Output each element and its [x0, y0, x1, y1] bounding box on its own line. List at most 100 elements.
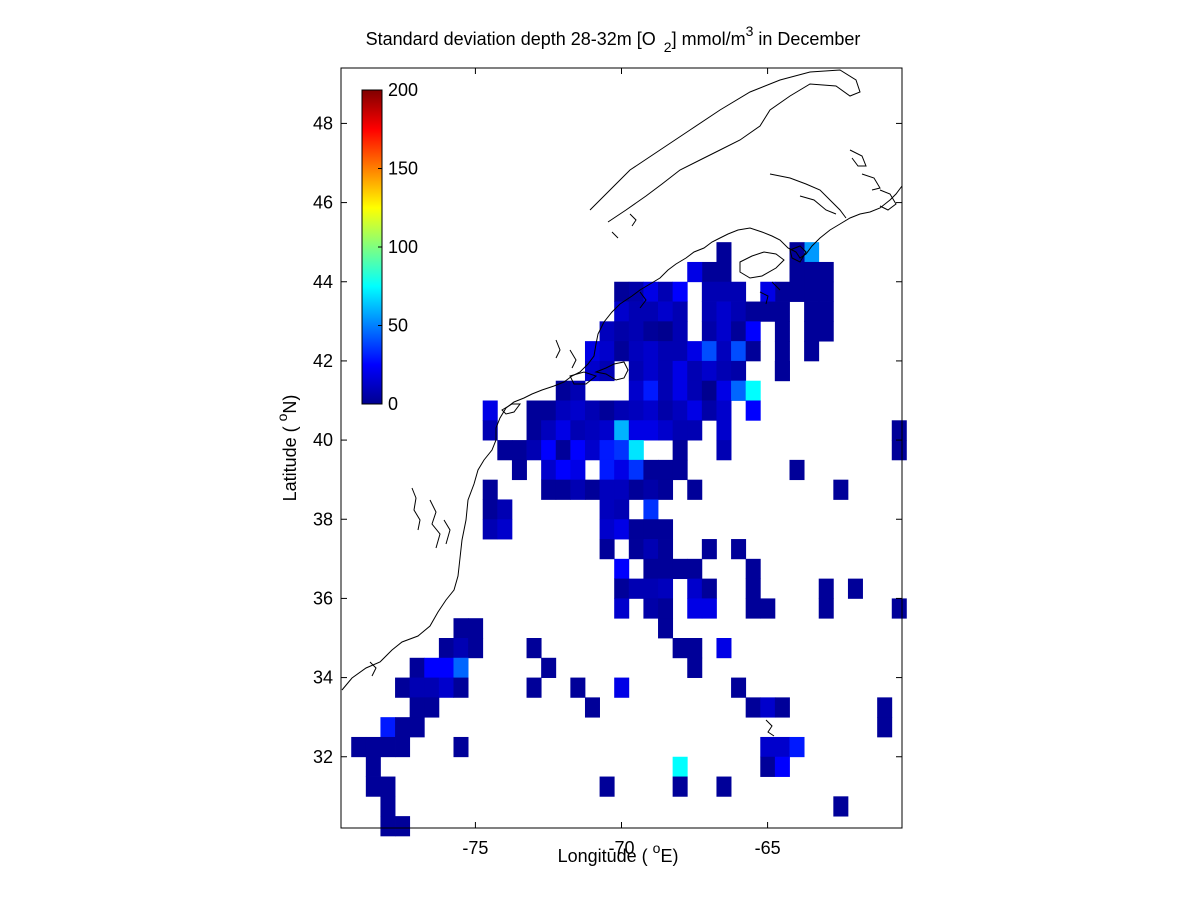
heatmap-cell [818, 281, 834, 302]
heatmap-cell [658, 360, 674, 382]
heatmap-cell [541, 459, 557, 481]
heatmap-cell [687, 261, 703, 283]
heatmap-cell [745, 558, 761, 580]
heatmap-cell [774, 281, 790, 302]
y-axis-ticks: 32 34 36 38 40 42 44 46 48 [313, 113, 902, 767]
heatmap-cell [409, 677, 425, 698]
heatmap-cell [628, 360, 644, 382]
heatmap-cell [643, 360, 659, 382]
heatmap-cell [628, 420, 644, 441]
heatmap-cell [643, 459, 659, 481]
heatmap-cell [745, 598, 761, 619]
heatmap-cell [672, 341, 688, 362]
heatmap-cell [716, 360, 732, 382]
heatmap-cell [614, 281, 630, 302]
heatmap-cell [599, 479, 615, 500]
heatmap-cell [687, 341, 703, 362]
heatmap-cell [658, 321, 674, 342]
heatmap-cell [789, 261, 805, 283]
heatmap-cell [804, 301, 820, 322]
heatmap-cell [599, 776, 615, 797]
heatmap-cell [731, 360, 747, 382]
heatmap-cell [731, 301, 747, 322]
heatmap-cell [789, 736, 805, 758]
heatmap-cell [643, 499, 659, 520]
heatmap-cell [774, 736, 790, 758]
heatmap-cell [497, 519, 513, 540]
heatmap-cell [482, 420, 498, 441]
heatmap-cell [570, 677, 586, 698]
heatmap-cell [701, 281, 717, 302]
heatmap-cell [614, 578, 630, 599]
heatmap-cell [570, 459, 586, 481]
y-tick-label: 34 [313, 668, 333, 688]
heatmap-cell [643, 598, 659, 619]
heatmap-cell [760, 697, 776, 718]
heatmap-cell [555, 479, 571, 500]
heatmap-cell [745, 578, 761, 599]
heatmap-cell [687, 380, 703, 401]
y-tick-label: 40 [313, 430, 333, 450]
chart-title: Standard deviation depth 28-32m [O 2] mmo… [366, 23, 861, 55]
heatmap-cell [672, 638, 688, 659]
heatmap-cell [687, 420, 703, 441]
heatmap-cell [555, 459, 571, 481]
heatmap-cell [482, 400, 498, 421]
heatmap-cell [716, 261, 732, 283]
heatmap-cell [526, 440, 542, 461]
heatmap-cell [774, 360, 790, 382]
heatmap-cell [877, 697, 893, 718]
y-tick-label: 44 [313, 272, 333, 292]
heatmap-cell [658, 519, 674, 540]
heatmap-cell [643, 519, 659, 540]
heatmap-cell [526, 420, 542, 441]
heatmap-cell [614, 301, 630, 322]
heatmap-cell [687, 400, 703, 421]
heatmap-cell [482, 519, 498, 540]
heatmap-cell [570, 440, 586, 461]
heatmap-cell [731, 380, 747, 401]
heatmap-cell [395, 736, 411, 758]
heatmap-cell [672, 321, 688, 342]
heatmap-cell [584, 341, 600, 362]
heatmap-cell [628, 578, 644, 599]
heatmap-cell [701, 261, 717, 283]
heatmap-cell [716, 301, 732, 322]
heatmap-cell [599, 499, 615, 520]
colorbar-ticks: 0 50 100 150 200 [378, 80, 418, 414]
colorbar-tick-label: 100 [388, 237, 418, 257]
heatmap-cell [833, 479, 849, 500]
heatmap-cell [658, 558, 674, 580]
heatmap-cell [614, 677, 630, 698]
heatmap-cell [614, 321, 630, 342]
heatmap-cell [438, 657, 454, 678]
heatmap-cell [614, 479, 630, 500]
heatmap-cell [614, 558, 630, 580]
heatmap-cell [687, 638, 703, 659]
y-axis-label: Latitude ( oN) [274, 395, 300, 502]
heatmap-cell [716, 321, 732, 342]
heatmap-cell [643, 341, 659, 362]
heatmap-cell [731, 677, 747, 698]
heatmap-cell [614, 440, 630, 461]
heatmap-cell [628, 400, 644, 421]
x-tick-label: -75 [462, 838, 488, 858]
heatmap-cell [599, 420, 615, 441]
heatmap-cell [701, 341, 717, 362]
heatmap-cell [541, 479, 557, 500]
heatmap-cell [628, 539, 644, 560]
heatmap-cell [628, 281, 644, 302]
heatmap-cell [760, 756, 776, 777]
heatmap-cell [643, 539, 659, 560]
heatmap-cell [570, 380, 586, 401]
heatmap-cell [380, 717, 396, 738]
heatmap-cell [555, 400, 571, 421]
heatmap-cell [541, 657, 557, 678]
heatmap-cell [804, 281, 820, 302]
heatmap-cell [628, 440, 644, 461]
heatmap-cell [453, 638, 469, 659]
heatmap-cell [672, 420, 688, 441]
heatmap-cell [482, 479, 498, 500]
heatmap-cell [672, 281, 688, 302]
